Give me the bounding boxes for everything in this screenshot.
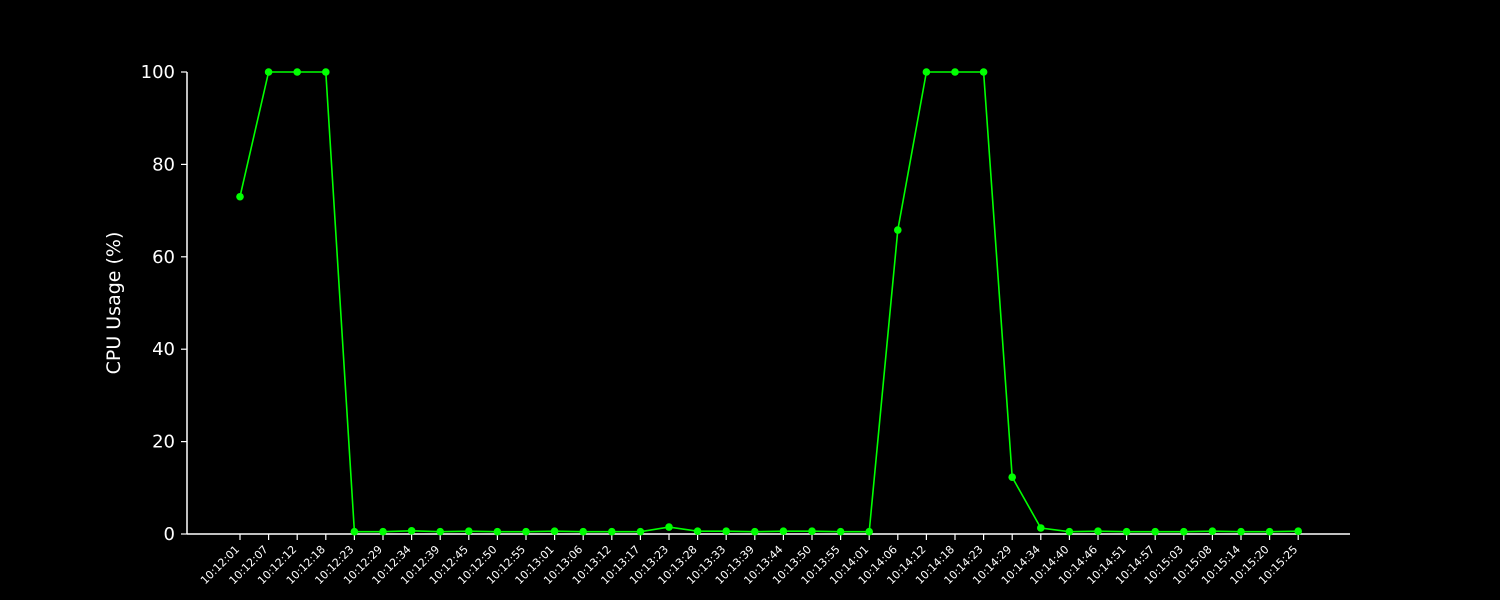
data-point — [236, 192, 244, 201]
y-tick-label: 100 — [141, 62, 175, 83]
data-point — [808, 527, 816, 536]
data-point — [1208, 527, 1217, 536]
data-point — [522, 527, 530, 536]
series-layer — [236, 68, 1302, 536]
data-point — [407, 526, 416, 535]
data-point — [436, 527, 445, 536]
data-point — [1008, 473, 1016, 481]
data-point — [979, 68, 988, 76]
y-tick-label: 60 — [152, 247, 175, 268]
data-point — [894, 226, 902, 234]
data-point — [264, 68, 273, 76]
data-point — [665, 523, 673, 531]
data-point — [350, 527, 359, 536]
data-point — [865, 527, 873, 536]
data-point — [493, 527, 502, 536]
data-point — [722, 527, 730, 536]
data-point — [693, 527, 702, 536]
data-point — [779, 527, 788, 536]
data-point — [550, 527, 559, 536]
axes — [186, 72, 1350, 535]
data-point — [951, 68, 959, 76]
data-point — [1065, 527, 1074, 536]
data-point — [465, 527, 473, 536]
data-point — [1151, 527, 1159, 536]
data-point — [1122, 527, 1131, 536]
y-tick-label: 20 — [152, 432, 175, 453]
y-axis-ticks: 0 20 40 60 80 100 — [141, 62, 187, 545]
data-point — [922, 68, 931, 76]
data-point — [608, 527, 616, 536]
data-point — [1180, 527, 1188, 536]
data-point — [293, 68, 302, 76]
y-tick-label: 80 — [152, 154, 175, 175]
x-axis-ticks: 10:12:0110:12:0710:12:1210:12:1810:12:23… — [198, 534, 1300, 587]
data-point — [1037, 524, 1045, 532]
data-point — [636, 527, 645, 536]
data-point — [579, 527, 587, 536]
series-line-cpu-usage — [239, 71, 1299, 533]
data-point — [1094, 527, 1102, 536]
y-axis-label: CPU Usage (%) — [103, 232, 125, 375]
data-point — [1237, 527, 1245, 536]
data-point — [322, 68, 330, 76]
data-point — [1294, 527, 1302, 536]
y-tick-label: 40 — [152, 339, 175, 360]
data-point — [379, 527, 387, 536]
data-point — [751, 527, 759, 536]
y-tick-label: 0 — [164, 524, 175, 545]
data-point — [836, 527, 845, 536]
data-point — [1265, 527, 1274, 536]
